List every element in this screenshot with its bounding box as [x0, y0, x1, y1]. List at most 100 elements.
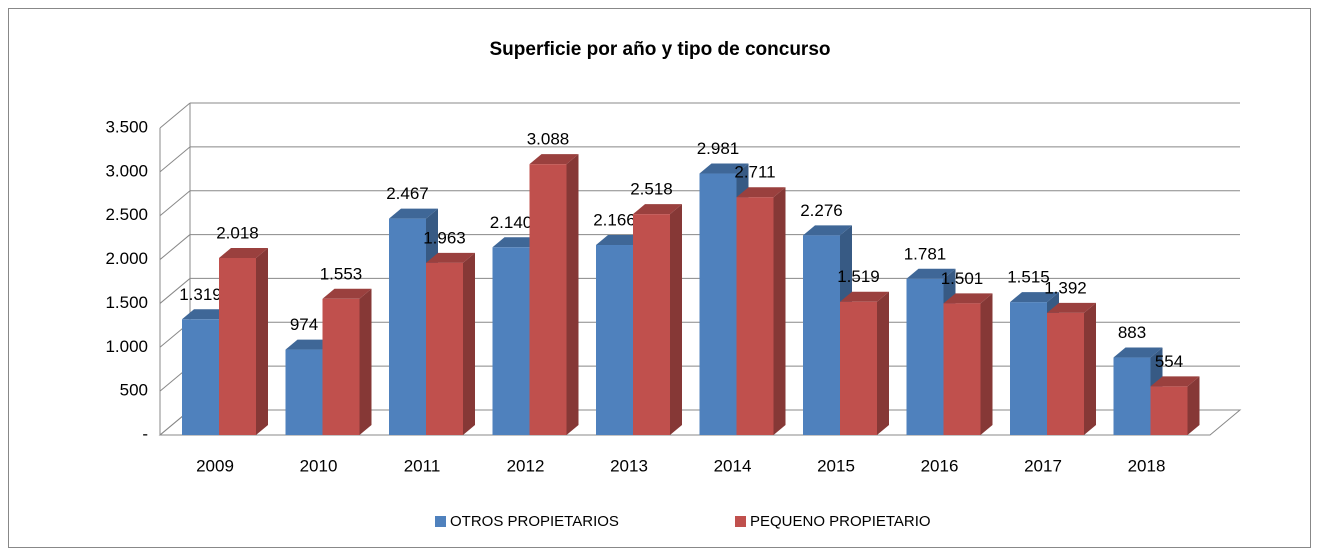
bar-top [906, 268, 956, 279]
bar [426, 262, 463, 435]
value-label: 1.781 [904, 244, 947, 263]
legend-swatch [735, 516, 746, 527]
bar [736, 197, 774, 435]
bar [219, 257, 256, 435]
value-label: 974 [290, 315, 318, 334]
value-label: 1.519 [837, 267, 880, 286]
bar [596, 245, 633, 435]
bar-top [1113, 347, 1163, 358]
bar [633, 214, 670, 435]
bar-side [463, 252, 475, 435]
value-label: 2.467 [386, 184, 429, 203]
bar [1047, 312, 1084, 435]
value-label: 1.515 [1007, 268, 1050, 287]
bar-side [256, 247, 268, 435]
x-tick-label: 2011 [404, 456, 441, 475]
bar [182, 319, 219, 435]
bar-top [389, 208, 438, 219]
y-tick-label: 2.000 [105, 249, 148, 268]
bar-top [1047, 302, 1096, 313]
bar-top [943, 293, 993, 304]
value-label: 2.711 [734, 163, 775, 182]
value-label: 3.088 [527, 130, 570, 149]
bar-side [359, 288, 372, 435]
bar [906, 278, 944, 435]
x-tick-label: 2010 [300, 456, 338, 475]
grid-line [159, 190, 191, 217]
bar [699, 173, 737, 435]
bar-top [426, 252, 475, 263]
value-label: 2.518 [630, 180, 673, 199]
bar-top [322, 288, 372, 299]
y-tick-label: 1.500 [105, 293, 148, 312]
x-tick-label: 2014 [714, 456, 752, 475]
bar [1010, 302, 1047, 435]
grid-line [159, 234, 191, 260]
value-label: 554 [1155, 352, 1183, 371]
value-label: 1.553 [320, 264, 363, 283]
x-tick-label: 2012 [507, 456, 545, 475]
y-tick-label: - [142, 424, 148, 443]
bar-top [736, 187, 786, 198]
legend-swatch [435, 516, 446, 527]
x-tick-label: 2013 [610, 456, 648, 475]
bar-top [1150, 376, 1200, 387]
bar-top [285, 339, 335, 350]
grid-line [159, 146, 191, 173]
x-tick-label: 2009 [196, 456, 234, 475]
value-label: 1.319 [179, 285, 222, 304]
bar-top [1010, 292, 1059, 303]
y-tick-label: 3.000 [105, 161, 148, 180]
value-label: 2.981 [697, 139, 740, 158]
legend-label: PEQUENO PROPIETARIO [750, 513, 931, 530]
y-tick-label: 1.000 [105, 337, 148, 356]
bar-side [566, 154, 579, 435]
y-tick-label: 3.500 [105, 117, 148, 136]
x-tick-label: 2016 [921, 456, 959, 475]
bar-top [633, 204, 682, 215]
bar [840, 301, 877, 435]
value-label: 883 [1118, 323, 1146, 342]
bar-side [877, 291, 889, 435]
bar-top [596, 235, 645, 246]
bar-side [980, 293, 993, 435]
y-tick-label: 500 [120, 381, 148, 400]
value-label: 1.963 [423, 228, 466, 247]
bar [803, 235, 840, 435]
bar-top [182, 309, 231, 320]
bar-top [219, 247, 268, 258]
grid-line [159, 278, 191, 304]
y-tick-label: 2.500 [105, 205, 148, 224]
bar-side [1187, 376, 1200, 435]
bar [1113, 357, 1151, 435]
legend-label: OTROS PROPIETARIOS [450, 513, 619, 530]
bar-side [1084, 302, 1096, 435]
bar [1150, 386, 1188, 435]
grid-line [159, 102, 191, 129]
bar-top [699, 163, 749, 174]
chart-title: Superficie por año y tipo de concurso [490, 39, 831, 60]
x-tick-label: 2015 [817, 456, 855, 475]
bar-top [529, 154, 579, 165]
bar [389, 218, 426, 435]
x-tick-label: 2018 [1128, 456, 1166, 475]
value-label: 2.140 [490, 213, 533, 232]
value-label: 2.166 [593, 210, 636, 229]
bar [943, 303, 981, 435]
x-tick-label: 2017 [1024, 456, 1062, 475]
value-label: 1.501 [941, 269, 984, 288]
bar-top [840, 291, 889, 302]
bar-top [803, 225, 852, 236]
value-label: 2.276 [800, 201, 843, 220]
bar [322, 298, 360, 435]
bar-side [773, 187, 786, 435]
bar-side [670, 204, 682, 435]
bar-top [492, 237, 542, 248]
bar [492, 247, 530, 435]
bar [529, 164, 567, 435]
bar [285, 349, 323, 435]
value-label: 1.392 [1044, 278, 1087, 297]
value-label: 2.018 [216, 223, 259, 242]
